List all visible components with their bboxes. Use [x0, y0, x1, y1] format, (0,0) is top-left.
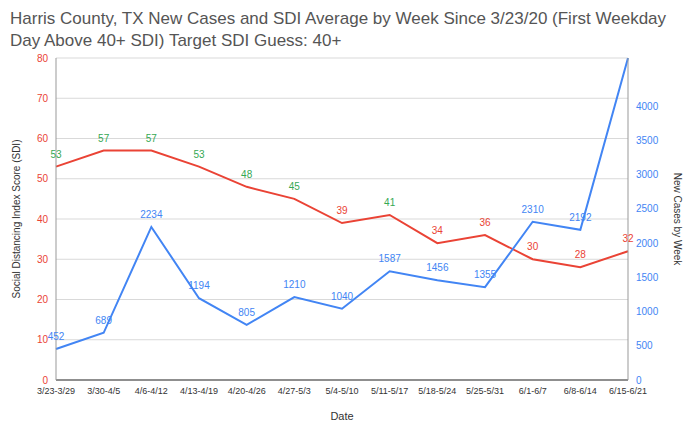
svg-text:6/15-6/21: 6/15-6/21 — [609, 386, 647, 396]
svg-text:30: 30 — [527, 241, 539, 252]
svg-text:3500: 3500 — [636, 135, 659, 146]
svg-text:53: 53 — [50, 149, 62, 160]
svg-text:2310: 2310 — [522, 204, 545, 215]
svg-text:30: 30 — [37, 254, 49, 265]
svg-text:57: 57 — [146, 133, 158, 144]
svg-text:41: 41 — [384, 197, 396, 208]
svg-text:32: 32 — [622, 233, 634, 244]
svg-text:1210: 1210 — [283, 279, 306, 290]
svg-text:20: 20 — [37, 294, 49, 305]
svg-text:4000: 4000 — [636, 101, 659, 112]
svg-text:28: 28 — [575, 249, 587, 260]
svg-text:4/27-5/3: 4/27-5/3 — [278, 386, 311, 396]
svg-text:1194: 1194 — [188, 280, 210, 291]
svg-text:3/30-4/5: 3/30-4/5 — [87, 386, 120, 396]
svg-text:3/23-3/29: 3/23-3/29 — [37, 386, 75, 396]
svg-text:4/20-4/26: 4/20-4/26 — [228, 386, 266, 396]
svg-text:1000: 1000 — [636, 306, 659, 317]
svg-text:500: 500 — [636, 340, 653, 351]
svg-text:4/6-4/12: 4/6-4/12 — [135, 386, 168, 396]
svg-text:0: 0 — [42, 375, 48, 386]
svg-text:45: 45 — [289, 181, 301, 192]
svg-text:6/1-6/7: 6/1-6/7 — [519, 386, 547, 396]
svg-text:50: 50 — [37, 173, 49, 184]
svg-text:60: 60 — [37, 133, 49, 144]
svg-text:53: 53 — [193, 149, 205, 160]
svg-text:5/18-5/24: 5/18-5/24 — [418, 386, 456, 396]
svg-text:80: 80 — [37, 53, 49, 64]
svg-text:48: 48 — [241, 169, 253, 180]
svg-text:Date: Date — [330, 410, 353, 422]
svg-text:70: 70 — [37, 93, 49, 104]
svg-text:3000: 3000 — [636, 169, 659, 180]
svg-text:New Cases by Week: New Cases by Week — [672, 173, 682, 267]
svg-text:57: 57 — [98, 133, 110, 144]
svg-text:1456: 1456 — [426, 262, 449, 273]
svg-text:452: 452 — [48, 331, 65, 342]
svg-text:4/13-4/19: 4/13-4/19 — [180, 386, 218, 396]
svg-text:5/4-5/10: 5/4-5/10 — [325, 386, 358, 396]
svg-text:2192: 2192 — [569, 212, 592, 223]
svg-text:5/11-5/17: 5/11-5/17 — [371, 386, 408, 396]
svg-text:1040: 1040 — [331, 291, 354, 302]
svg-text:689: 689 — [95, 315, 112, 326]
svg-text:2000: 2000 — [636, 238, 659, 249]
svg-text:1355: 1355 — [474, 269, 497, 280]
svg-text:2234: 2234 — [140, 209, 163, 220]
svg-text:Social Distancing Index Score: Social Distancing Index Score (SDI) — [11, 140, 22, 299]
svg-text:2500: 2500 — [636, 203, 659, 214]
svg-text:36: 36 — [479, 217, 491, 228]
svg-text:39: 39 — [336, 205, 348, 216]
svg-text:6/8-6/14: 6/8-6/14 — [564, 386, 597, 396]
svg-text:34: 34 — [432, 225, 444, 236]
svg-text:805: 805 — [238, 307, 255, 318]
svg-text:10: 10 — [36, 334, 48, 346]
svg-text:5/25-5/31: 5/25-5/31 — [466, 386, 504, 396]
svg-text:0: 0 — [636, 375, 642, 386]
svg-text:1587: 1587 — [379, 253, 402, 264]
svg-text:40: 40 — [37, 214, 49, 225]
html-text:Harris County, TX New Cases an: Harris County, TX New Cases and SDI Aver… — [10, 9, 667, 50]
svg-text:1500: 1500 — [636, 272, 659, 283]
